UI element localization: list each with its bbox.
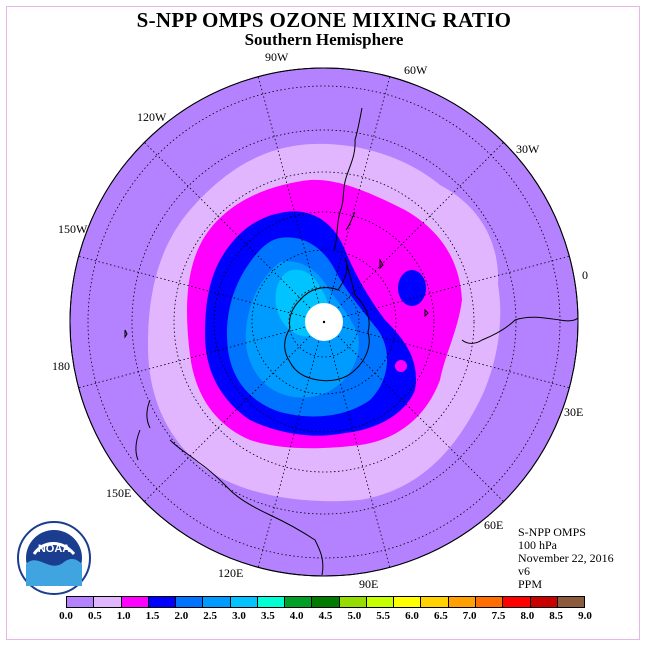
figure-title: S-NPP OMPS OZONE MIXING RATIO xyxy=(136,8,512,32)
map-disk-outline xyxy=(69,67,579,577)
colorbar-tick-label: 0.5 xyxy=(87,610,102,622)
info-line-version: v6 xyxy=(518,564,530,578)
colorbar-tick-label: 8.0 xyxy=(520,610,535,622)
colorbar-tick-label: 3.0 xyxy=(232,610,246,622)
colorbar-swatch xyxy=(475,597,504,607)
colorbar-swatch xyxy=(285,597,313,607)
colorbar-swatch xyxy=(448,597,476,607)
latitude-circle-80S xyxy=(288,286,360,358)
coastline-islands xyxy=(124,258,429,339)
colorbar-swatch xyxy=(421,597,449,607)
colorbar-swatch xyxy=(366,597,395,607)
coastline-new-zealand xyxy=(135,399,151,461)
figure-border xyxy=(6,6,640,640)
lon-label-90w: 90W xyxy=(265,50,289,64)
colorbar-swatch xyxy=(257,597,286,607)
colorbar-swatch xyxy=(94,597,122,607)
lon-label-30e: 30E xyxy=(564,405,584,419)
lon-label-180: 180 xyxy=(52,359,70,373)
colorbar-tick-label: 8.5 xyxy=(549,610,564,622)
colorbar-swatch xyxy=(121,597,149,607)
lon-label-0: 0 xyxy=(582,268,588,282)
contour-blob-dark xyxy=(398,270,426,306)
noaa-logo-wave xyxy=(26,558,82,586)
lon-label-90e: 90E xyxy=(359,577,379,591)
contour-blob-magenta xyxy=(395,360,407,372)
coastline-australia xyxy=(169,439,324,576)
colorbar-tick-label: 7.5 xyxy=(491,610,506,622)
colorbar-swatch xyxy=(557,597,585,607)
lon-label-60w: 60W xyxy=(404,63,428,77)
colorbar-tick-label: 9.0 xyxy=(578,610,592,622)
coastline-antarctica xyxy=(284,257,370,382)
colorbar xyxy=(66,596,585,608)
info-block: S-NPP OMPS 100 hPa November 22, 2016 v6 … xyxy=(518,526,614,591)
coastline-africa xyxy=(461,316,579,344)
colorbar-tick-label: 6.5 xyxy=(433,610,448,622)
noaa-logo: NOAA xyxy=(17,521,91,595)
info-line-instrument: S-NPP OMPS xyxy=(518,525,586,539)
colorbar-swatch xyxy=(176,597,204,607)
colorbar-swatch xyxy=(67,597,95,607)
colorbar-swatch xyxy=(394,597,422,607)
lon-label-60e: 60E xyxy=(484,518,504,532)
lon-label-150w: 150W xyxy=(58,222,88,236)
colorbar-tick-label: 1.0 xyxy=(116,610,131,622)
latitude-circle-40S xyxy=(131,129,517,515)
colorbar-tick-label: 1.5 xyxy=(145,610,160,622)
colorbar-tick-label: 7.0 xyxy=(462,610,477,622)
colorbar-swatch xyxy=(203,597,231,607)
pole-dot xyxy=(322,320,326,324)
colorbar-tick-label: 3.5 xyxy=(260,610,275,622)
latitude-circle-70S xyxy=(251,249,397,395)
colorbar-swatch xyxy=(339,597,367,607)
info-line-pressure: 100 hPa xyxy=(518,538,557,552)
colorbar-tick-label: 5.0 xyxy=(347,610,362,622)
info-line-units: PPM xyxy=(518,577,543,591)
colorbar-swatch xyxy=(312,597,340,607)
noaa-logo-text: NOAA xyxy=(38,543,70,555)
coastline-south-america xyxy=(333,107,363,251)
coastlines xyxy=(124,107,579,576)
colorbar-swatch xyxy=(503,597,531,607)
colorbar-tick-label: 4.5 xyxy=(318,610,333,622)
lon-label-120w: 120W xyxy=(137,110,167,124)
latitude-circle-60S xyxy=(213,211,435,433)
colorbar-tick-label: 2.0 xyxy=(174,610,189,622)
latitude-circle-30S xyxy=(87,85,561,559)
lon-label-150e: 150E xyxy=(106,486,132,500)
colorbar-tick-label: 6.0 xyxy=(405,610,419,622)
info-line-date: November 22, 2016 xyxy=(518,551,614,565)
latitude-circle-50S xyxy=(173,171,475,473)
graticule xyxy=(78,76,570,568)
lon-label-30w: 30W xyxy=(516,142,540,156)
colorbar-swatch xyxy=(148,597,177,607)
colorbar-tick-label: 2.5 xyxy=(203,610,218,622)
colorbar-swatch xyxy=(530,597,558,607)
colorbar-swatch xyxy=(230,597,258,607)
colorbar-tick-label: 5.5 xyxy=(376,610,391,622)
lon-label-120e: 120E xyxy=(218,566,244,580)
colorbar-tick-label: 0.0 xyxy=(59,610,73,622)
noaa-logo-gull xyxy=(32,542,76,556)
colorbar-tick-label: 4.0 xyxy=(289,610,304,622)
figure-subtitle: Southern Hemisphere xyxy=(244,30,404,49)
